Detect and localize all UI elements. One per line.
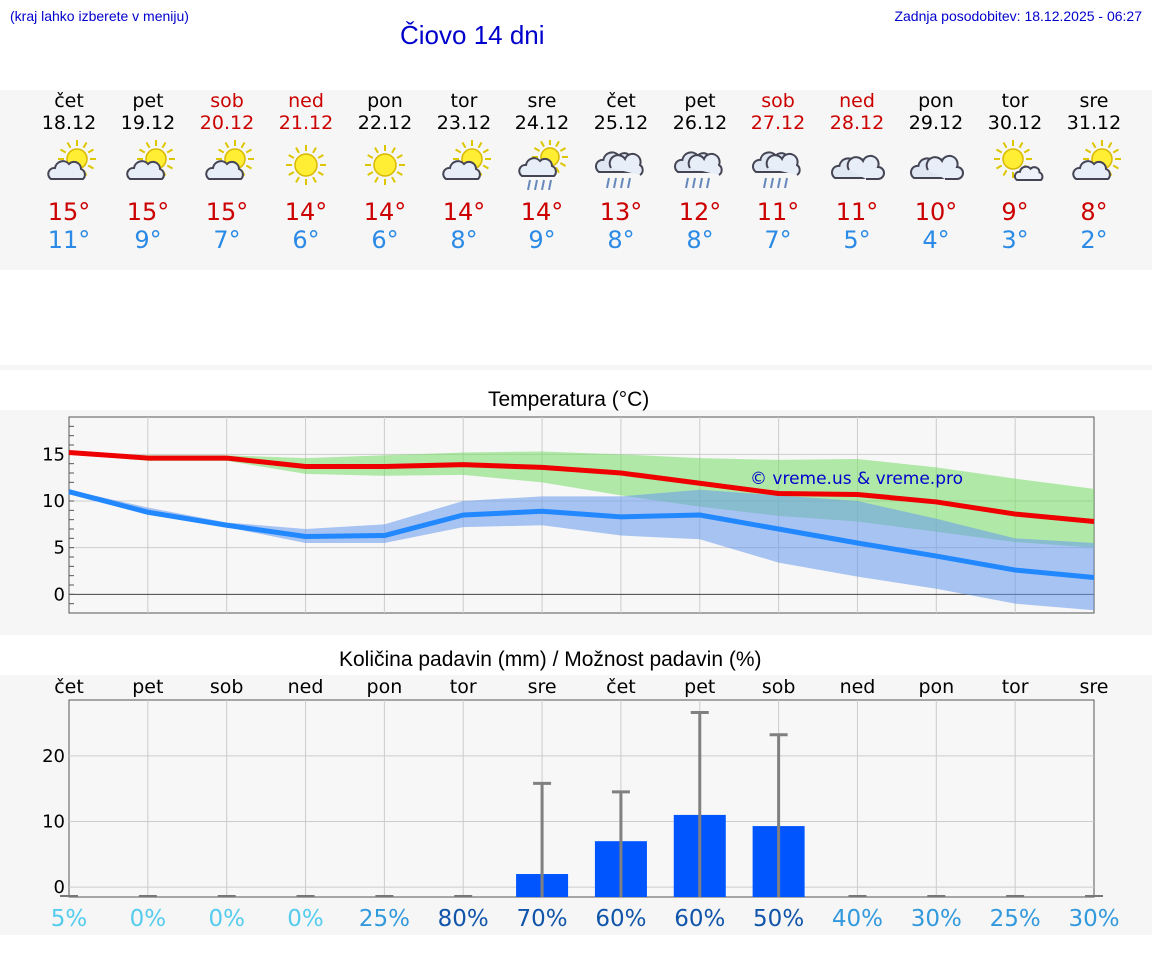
min-temperature: 7°	[764, 226, 792, 254]
day-date: 23.12	[436, 112, 492, 134]
day-column: sre 31.12 8° 2°	[1054, 90, 1134, 254]
partly-cloudy-sun-icon	[39, 140, 99, 190]
max-temperature: 8°	[1080, 198, 1108, 226]
cloudy-icon	[906, 140, 966, 190]
min-temperature: 8°	[607, 226, 635, 254]
day-name: pet	[132, 90, 164, 112]
separator	[0, 365, 1152, 370]
day-name: čet	[606, 90, 636, 112]
max-temperature: 14°	[363, 198, 407, 226]
min-temperature: 9°	[134, 226, 162, 254]
day-column: pet 26.12 12° 8°	[660, 90, 740, 254]
max-temperature: 13°	[599, 198, 643, 226]
max-temperature: 11°	[756, 198, 800, 226]
min-temperature: 8°	[686, 226, 714, 254]
cloudy-icon	[827, 140, 887, 190]
max-temperature: 15°	[205, 198, 249, 226]
sun-icon	[276, 140, 336, 190]
min-temperature: 6°	[371, 226, 399, 254]
day-name: sob	[761, 90, 795, 112]
day-column: sob 27.12 11° 7°	[738, 90, 818, 254]
day-date: 24.12	[514, 112, 570, 134]
day-name: sob	[210, 90, 244, 112]
min-temperature: 6°	[292, 226, 320, 254]
sun-small-cloud-icon	[985, 140, 1045, 190]
day-date: 26.12	[672, 112, 728, 134]
max-temperature: 14°	[284, 198, 328, 226]
day-name: pon	[367, 90, 403, 112]
day-date: 21.12	[278, 112, 334, 134]
day-name: sre	[1079, 90, 1109, 112]
day-date: 18.12	[41, 112, 97, 134]
day-name: ned	[288, 90, 324, 112]
last-update: Zadnja posodobitev: 18.12.2025 - 06:27	[894, 8, 1142, 24]
day-column: pon 29.12 10° 4°	[896, 90, 976, 254]
day-column: sob 20.12 15° 7°	[187, 90, 267, 254]
cloud-rain-icon	[748, 140, 808, 190]
page-title: Čiovo 14 dni	[400, 20, 545, 50]
day-name: čet	[54, 90, 84, 112]
min-temperature: 11°	[47, 226, 91, 254]
max-temperature: 15°	[126, 198, 170, 226]
day-column: pon 22.12 14° 6°	[345, 90, 425, 254]
day-date: 20.12	[199, 112, 255, 134]
day-date: 19.12	[120, 112, 176, 134]
day-date: 27.12	[750, 112, 806, 134]
partly-cloudy-sun-icon	[118, 140, 178, 190]
max-temperature: 15°	[47, 198, 91, 226]
day-name: tor	[1001, 90, 1029, 112]
day-column: tor 23.12 14° 8°	[424, 90, 504, 254]
cloud-rain-icon	[670, 140, 730, 190]
day-date: 29.12	[908, 112, 964, 134]
min-temperature: 5°	[843, 226, 871, 254]
day-name: pet	[684, 90, 716, 112]
temperature-panel	[0, 410, 1152, 635]
day-name: sre	[527, 90, 557, 112]
partly-cloudy-sun-icon	[434, 140, 494, 190]
day-column: pet 19.12 15° 9°	[108, 90, 188, 254]
day-date: 22.12	[357, 112, 413, 134]
day-date: 28.12	[829, 112, 885, 134]
day-column: ned 21.12 14° 6°	[266, 90, 346, 254]
sun-cloud-rain-icon	[512, 139, 572, 191]
max-temperature: 10°	[914, 198, 958, 226]
day-column: čet 18.12 15° 11°	[29, 90, 109, 254]
max-temperature: 14°	[520, 198, 564, 226]
partly-cloudy-sun-icon	[197, 140, 257, 190]
temperature-chart-title: Temperatura (°C)	[488, 388, 650, 411]
min-temperature: 8°	[450, 226, 478, 254]
precipitation-panel	[0, 675, 1152, 935]
max-temperature: 12°	[678, 198, 722, 226]
min-temperature: 2°	[1080, 226, 1108, 254]
day-name: pon	[918, 90, 954, 112]
day-name: tor	[450, 90, 478, 112]
partly-cloudy-sun-icon	[1064, 140, 1124, 190]
min-temperature: 4°	[922, 226, 950, 254]
max-temperature: 9°	[1001, 198, 1029, 226]
location-menu-hint: (kraj lahko izberete v meniju)	[10, 8, 189, 24]
min-temperature: 9°	[528, 226, 556, 254]
day-column: tor 30.12 9° 3°	[975, 90, 1055, 254]
day-column: ned 28.12 11° 5°	[817, 90, 897, 254]
sun-icon	[355, 140, 415, 190]
daily-forecast: čet 18.12 15° 11° pet 19.12 15° 9° sob 20.12 15° 7°…	[0, 90, 1152, 270]
day-column: čet 25.12 13° 8°	[581, 90, 661, 254]
max-temperature: 14°	[442, 198, 486, 226]
min-temperature: 3°	[1001, 226, 1029, 254]
min-temperature: 7°	[213, 226, 241, 254]
precipitation-chart-title: Količina padavin (mm) / Možnost padavin …	[339, 648, 762, 671]
day-name: ned	[839, 90, 875, 112]
day-column: sre 24.12 14° 9°	[502, 90, 582, 254]
day-date: 30.12	[987, 112, 1043, 134]
cloud-rain-icon	[591, 140, 651, 190]
day-date: 31.12	[1066, 112, 1122, 134]
day-date: 25.12	[593, 112, 649, 134]
max-temperature: 11°	[835, 198, 879, 226]
